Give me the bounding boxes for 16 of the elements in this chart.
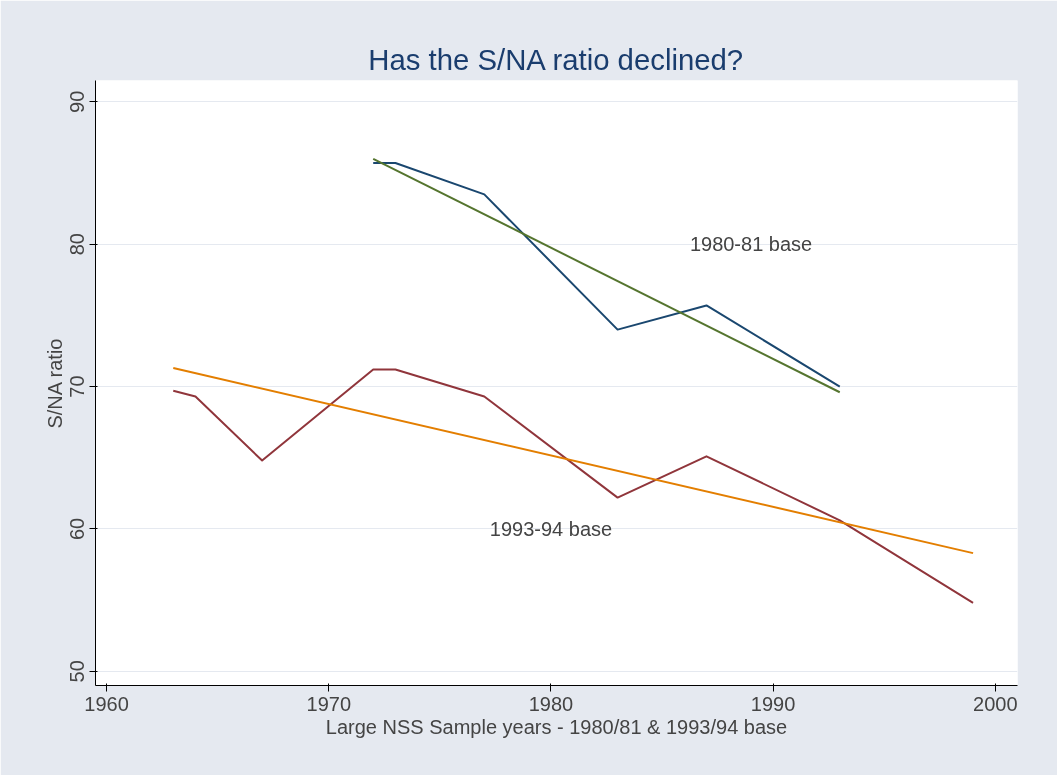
chart-title: Has the S/NA ratio declined?: [368, 42, 744, 76]
y-tick-label: 70: [66, 375, 89, 398]
x-tick-label: 1960: [84, 692, 129, 715]
x-tick-label: 2000: [973, 692, 1018, 715]
annotation: 1993-94 base: [489, 517, 613, 540]
annotation: 1980-81 base: [689, 233, 813, 256]
y-tick-label: 60: [66, 517, 89, 541]
x-tick-label: 1990: [750, 692, 796, 715]
y-tick-label: 80: [66, 233, 89, 256]
line-series: [172, 368, 975, 604]
y-axis-title: S/NA ratio: [43, 338, 66, 429]
y-tick-label: 50: [66, 660, 89, 683]
x-tick-label: 1970: [306, 692, 352, 715]
x-axis-title: Large NSS Sample years - 1980/81 & 1993/94 base: [325, 715, 788, 738]
y-tick-label: 90: [66, 90, 89, 113]
x-tick-label: 1980: [528, 692, 574, 715]
